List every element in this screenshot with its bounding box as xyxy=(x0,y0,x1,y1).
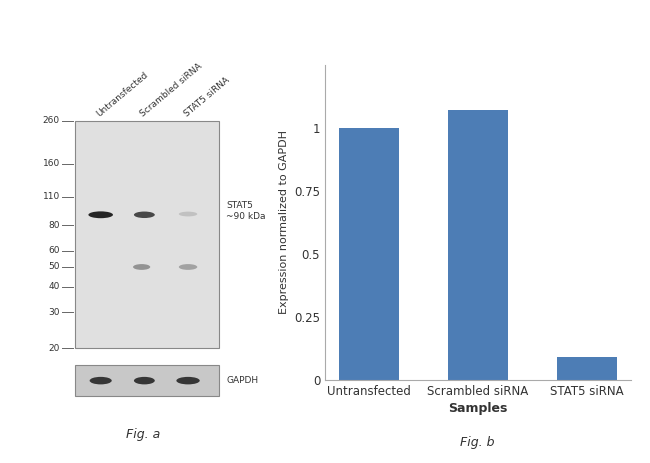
Ellipse shape xyxy=(133,264,150,270)
Bar xyxy=(75,365,220,396)
Text: 260: 260 xyxy=(43,116,60,125)
Ellipse shape xyxy=(134,377,155,384)
Text: 110: 110 xyxy=(42,193,60,201)
Bar xyxy=(75,120,220,348)
Ellipse shape xyxy=(179,264,197,270)
Text: Fig. b: Fig. b xyxy=(460,436,495,449)
Text: STAT5 siRNA: STAT5 siRNA xyxy=(182,75,231,119)
Ellipse shape xyxy=(88,212,113,218)
Ellipse shape xyxy=(179,212,197,216)
Ellipse shape xyxy=(90,377,112,384)
Text: Untransfected: Untransfected xyxy=(95,70,150,119)
Text: 160: 160 xyxy=(42,159,60,168)
Y-axis label: Expression normalized to GAPDH: Expression normalized to GAPDH xyxy=(279,130,289,314)
Bar xyxy=(448,110,508,380)
Bar xyxy=(556,357,617,380)
Text: 20: 20 xyxy=(48,344,60,353)
Bar xyxy=(339,128,399,380)
Text: 80: 80 xyxy=(48,221,60,230)
Text: 30: 30 xyxy=(48,308,60,317)
Text: STAT5
~90 kDa: STAT5 ~90 kDa xyxy=(226,200,266,221)
Text: Fig. a: Fig. a xyxy=(126,428,160,441)
Text: 50: 50 xyxy=(48,263,60,271)
Ellipse shape xyxy=(134,212,155,218)
Text: 40: 40 xyxy=(48,282,60,291)
X-axis label: Samples: Samples xyxy=(448,402,508,415)
Text: Scrambled siRNA: Scrambled siRNA xyxy=(138,62,204,119)
Text: GAPDH: GAPDH xyxy=(226,376,259,385)
Text: 60: 60 xyxy=(48,246,60,255)
Ellipse shape xyxy=(176,377,200,384)
